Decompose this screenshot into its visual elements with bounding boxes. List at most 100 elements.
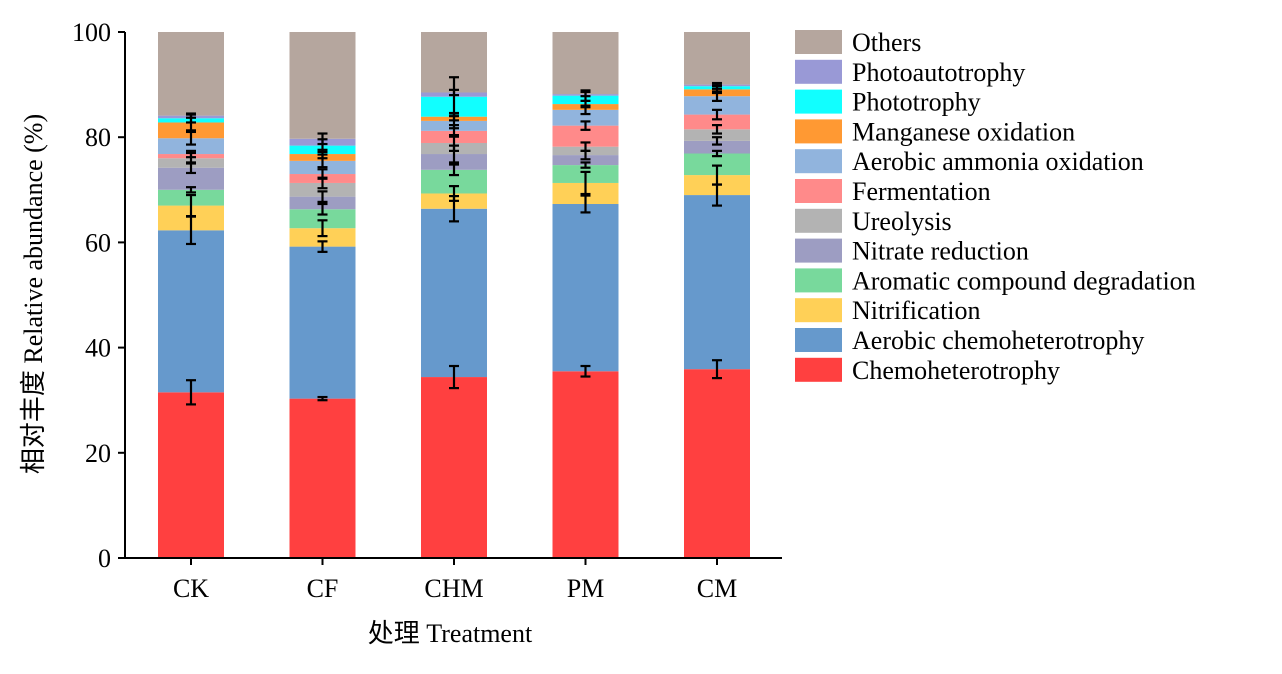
- axes-layer: 0 20 40 60 80 100 CK CF CHM PM CM: [72, 18, 782, 603]
- error-bar-10-1: [317, 132, 328, 146]
- error-bar-6-3: [580, 120, 591, 131]
- error-bar-0-4: [712, 359, 722, 380]
- error-bar-7-0: [186, 130, 196, 146]
- error-bar-2-0: [186, 193, 196, 218]
- legend-label-9: Phototrophy: [852, 88, 981, 117]
- legend-swatch-3: [795, 268, 842, 293]
- legend-item-1: Aerobic chemoheterotrophy: [795, 326, 1144, 355]
- legend-item-10: Photoautotrophy: [795, 58, 1025, 87]
- bar-segment-1-3: [552, 204, 619, 372]
- bar-segment-6-4: [684, 114, 750, 130]
- legend-item-9: Phototrophy: [795, 88, 981, 117]
- x-tick-label-4: CM: [697, 574, 737, 603]
- bar-segment-0-1: [289, 398, 356, 558]
- x-tick-label-0: CK: [173, 574, 209, 603]
- legend-item-3: Aromatic compound degradation: [795, 266, 1196, 295]
- x-tick-label-2: CHM: [424, 574, 483, 603]
- legend-swatch-5: [795, 208, 842, 233]
- legend-swatch-4: [795, 238, 842, 263]
- y-tick-label-1: 20: [85, 439, 111, 468]
- legend-item-5: Ureolysis: [795, 207, 952, 236]
- legend-swatch-1: [795, 328, 842, 352]
- legend: OthersPhotoautotrophyPhototrophyManganes…: [795, 28, 1196, 385]
- legend-label-2: Nitrification: [852, 296, 981, 325]
- error-bar-6-1: [317, 168, 328, 180]
- legend-swatch-10: [795, 59, 842, 84]
- legend-label-1: Aerobic chemoheterotrophy: [852, 326, 1144, 355]
- error-bar-2-1: [317, 219, 328, 238]
- error-bar-0-3: [580, 364, 591, 378]
- y-tick-label-0: 0: [98, 544, 111, 573]
- error-bar-2-3: [580, 170, 591, 196]
- legend-swatch-9: [795, 89, 842, 114]
- legend-swatch-2: [795, 298, 842, 323]
- y-axis-title: 相对丰度 Relative abundance (%): [19, 114, 48, 474]
- legend-item-8: Manganese oxidation: [795, 117, 1075, 146]
- legend-item-7: Aerobic ammonia oxidation: [795, 147, 1144, 176]
- error-bar-0-1: [317, 395, 328, 402]
- bar-segment-11-0: [158, 32, 224, 116]
- error-bar-4-1: [317, 190, 328, 203]
- error-bar-2-4: [712, 164, 722, 186]
- legend-label-7: Aerobic ammonia oxidation: [852, 147, 1144, 176]
- legend-swatch-8: [795, 119, 842, 144]
- error-bar-3-0: [186, 186, 196, 194]
- legend-swatch-6: [795, 179, 842, 203]
- legend-label-11: Others: [852, 28, 921, 57]
- x-axis-title: 处理 Treatment: [368, 619, 533, 648]
- legend-swatch-11: [795, 30, 842, 54]
- bar-segment-0-4: [684, 369, 750, 558]
- legend-label-4: Nitrate reduction: [852, 237, 1029, 266]
- legend-label-6: Fermentation: [852, 177, 991, 206]
- bar-segment-3-4: [684, 153, 750, 176]
- legend-item-6: Fermentation: [795, 177, 991, 206]
- error-bars-layer: [186, 76, 722, 406]
- bar-segment-5-4: [684, 129, 750, 141]
- bar-segment-1-4: [684, 195, 750, 370]
- legend-label-0: Chemoheterotrophy: [852, 356, 1060, 385]
- bar-segment-1-2: [421, 208, 487, 378]
- y-tick-label-3: 60: [85, 228, 111, 257]
- error-bar-10-0: [186, 112, 196, 119]
- legend-item-11: Others: [795, 28, 921, 57]
- error-bar-3-3: [580, 161, 591, 169]
- legend-swatch-0: [795, 357, 842, 382]
- error-bar-10-3: [580, 90, 591, 98]
- error-bar-4-4: [712, 136, 722, 146]
- error-bar-9-2: [449, 76, 459, 118]
- error-bar-10-2: [449, 88, 459, 97]
- bar-segment-0-2: [421, 377, 487, 558]
- bar-segment-11-4: [684, 32, 750, 85]
- error-bar-6-4: [712, 108, 722, 121]
- bar-segment-4-4: [684, 140, 750, 154]
- bar-segment-7-0: [158, 138, 224, 155]
- bar-segment-3-1: [289, 209, 356, 229]
- bar-segment-2-1: [289, 228, 356, 247]
- bar-segment-4-0: [158, 167, 224, 190]
- bar-segment-11-3: [552, 32, 619, 95]
- bar-segment-0-0: [158, 392, 224, 558]
- error-bar-0-2: [449, 364, 459, 390]
- bar-segment-6-3: [552, 125, 619, 147]
- legend-item-0: Chemoheterotrophy: [795, 356, 1060, 385]
- bar-segment-1-1: [289, 246, 356, 399]
- bar-segment-0-3: [552, 371, 619, 558]
- error-bar-6-0: [186, 149, 196, 159]
- error-bar-3-4: [712, 149, 722, 158]
- error-bar-5-3: [580, 141, 591, 152]
- bar-segment-3-2: [421, 169, 487, 194]
- x-tick-label-3: PM: [567, 574, 605, 603]
- bar-segment-7-4: [684, 96, 750, 115]
- legend-label-10: Photoautotrophy: [852, 58, 1025, 87]
- legend-item-4: Nitrate reduction: [795, 237, 1029, 266]
- error-bar-2-2: [449, 185, 459, 202]
- error-bar-1-3: [580, 194, 591, 214]
- bar-segment-5-1: [289, 182, 356, 197]
- legend-label-5: Ureolysis: [852, 207, 952, 236]
- legend-label-8: Manganese oxidation: [852, 117, 1075, 146]
- error-bar-1-1: [317, 240, 328, 253]
- legend-label-3: Aromatic compound degradation: [852, 266, 1196, 295]
- y-tick-label-5: 100: [72, 18, 111, 47]
